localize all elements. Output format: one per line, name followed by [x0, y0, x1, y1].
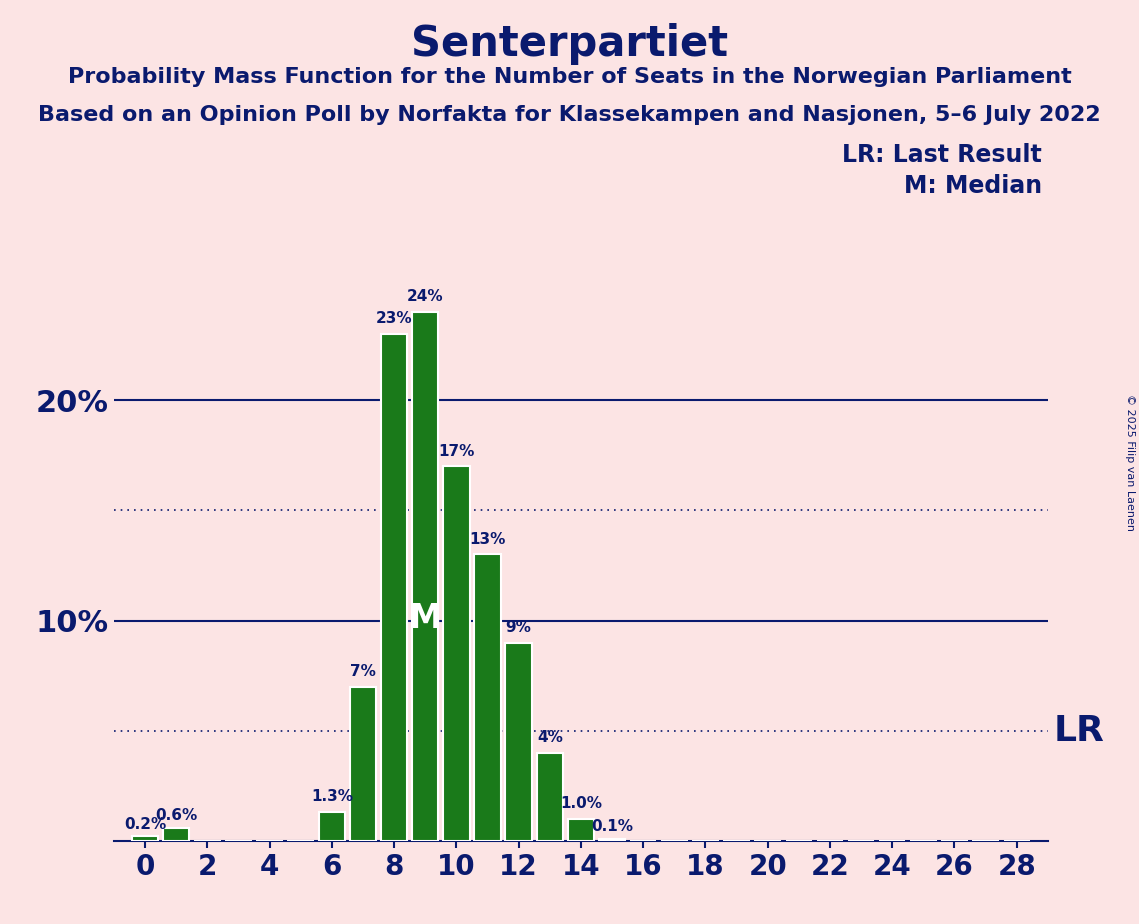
Text: 1.0%: 1.0%: [560, 796, 601, 811]
Text: 0.6%: 0.6%: [155, 808, 197, 823]
Text: LR: Last Result: LR: Last Result: [843, 143, 1042, 167]
Text: 13%: 13%: [469, 531, 506, 547]
Text: © 2025 Filip van Laenen: © 2025 Filip van Laenen: [1125, 394, 1134, 530]
Bar: [474, 554, 501, 841]
Text: Probability Mass Function for the Number of Seats in the Norwegian Parliament: Probability Mass Function for the Number…: [67, 67, 1072, 87]
Bar: [443, 467, 469, 841]
Text: M: M: [409, 602, 442, 635]
Text: 9%: 9%: [506, 620, 532, 635]
Bar: [506, 642, 532, 841]
Bar: [132, 836, 158, 841]
Bar: [380, 334, 408, 841]
Text: 0.1%: 0.1%: [591, 820, 633, 834]
Text: 0.2%: 0.2%: [124, 817, 166, 832]
Bar: [412, 312, 439, 841]
Text: LR: LR: [1054, 713, 1105, 748]
Bar: [319, 812, 345, 841]
Text: 1.3%: 1.3%: [311, 789, 353, 805]
Text: 17%: 17%: [439, 444, 475, 458]
Text: Based on an Opinion Poll by Norfakta for Klassekampen and Nasjonen, 5–6 July 202: Based on an Opinion Poll by Norfakta for…: [39, 105, 1100, 126]
Bar: [599, 839, 625, 841]
Text: 23%: 23%: [376, 311, 412, 326]
Bar: [567, 819, 595, 841]
Text: 4%: 4%: [536, 730, 563, 745]
Bar: [536, 753, 563, 841]
Bar: [163, 828, 189, 841]
Text: Senterpartiet: Senterpartiet: [411, 23, 728, 65]
Text: 24%: 24%: [407, 289, 443, 304]
Text: M: Median: M: Median: [904, 174, 1042, 198]
Text: 7%: 7%: [350, 663, 376, 679]
Bar: [350, 687, 376, 841]
